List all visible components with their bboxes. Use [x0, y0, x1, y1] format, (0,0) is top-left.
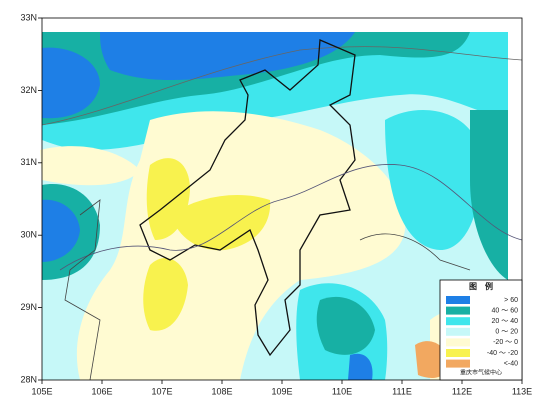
legend-source: 重庆市气候中心 — [460, 369, 502, 377]
x-tick-label: 111E — [392, 386, 412, 396]
y-tick-label: 31N — [20, 157, 37, 167]
y-tick-label: 30N — [20, 230, 37, 240]
x-tick-label: 110E — [332, 386, 352, 396]
y-tick-label: 29N — [20, 302, 37, 312]
x-tick-label: 113E — [512, 386, 532, 396]
legend-label: 20 ～ 40 — [492, 318, 519, 325]
y-tick-label: 28N — [20, 374, 37, 384]
y-tick-label: 33N — [20, 12, 37, 22]
legend-swatch — [446, 306, 470, 315]
x-tick-label: 112E — [452, 386, 472, 396]
legend-swatch — [446, 349, 470, 357]
legend-label: <-40 — [504, 360, 518, 367]
x-tick-label: 108E — [211, 386, 232, 396]
legend-items: > 60 40 ～ 60 20 ～ 40 0 ～ 20 -20 ～ 0 -40 ～ -20… — [446, 296, 518, 368]
legend-title: 图 例 — [469, 281, 493, 291]
x-tick-label: 109E — [271, 386, 292, 396]
x-tick-label: 105E — [31, 386, 52, 396]
legend-label: 0 ～ 20 — [495, 329, 518, 336]
legend-swatch — [446, 327, 470, 336]
legend-label: > 60 — [504, 297, 518, 304]
y-tick-label: 32N — [20, 85, 37, 95]
axes: 105E 106E 107E 108E 109E 110E 111E 112E 113E 28N 2… — [20, 12, 532, 396]
x-tick-label: 106E — [91, 386, 112, 396]
legend: 图 例 > 60 40 ～ 60 20 ～ 40 0 ～ 20 -20 ～ 0 -40 ～… — [439, 279, 523, 381]
legend-swatch — [446, 296, 470, 304]
boundaries — [41, 39, 523, 381]
legend-swatch — [446, 317, 470, 326]
legend-label: -40 ～ -20 — [487, 350, 518, 357]
field — [40, 32, 508, 381]
legend-swatch — [446, 338, 470, 347]
legend-label: -20 ～ 0 — [493, 339, 518, 346]
x-tick-label: 107E — [151, 386, 172, 396]
legend-swatch — [446, 359, 470, 368]
legend-label: 40 ～ 60 — [492, 307, 519, 314]
